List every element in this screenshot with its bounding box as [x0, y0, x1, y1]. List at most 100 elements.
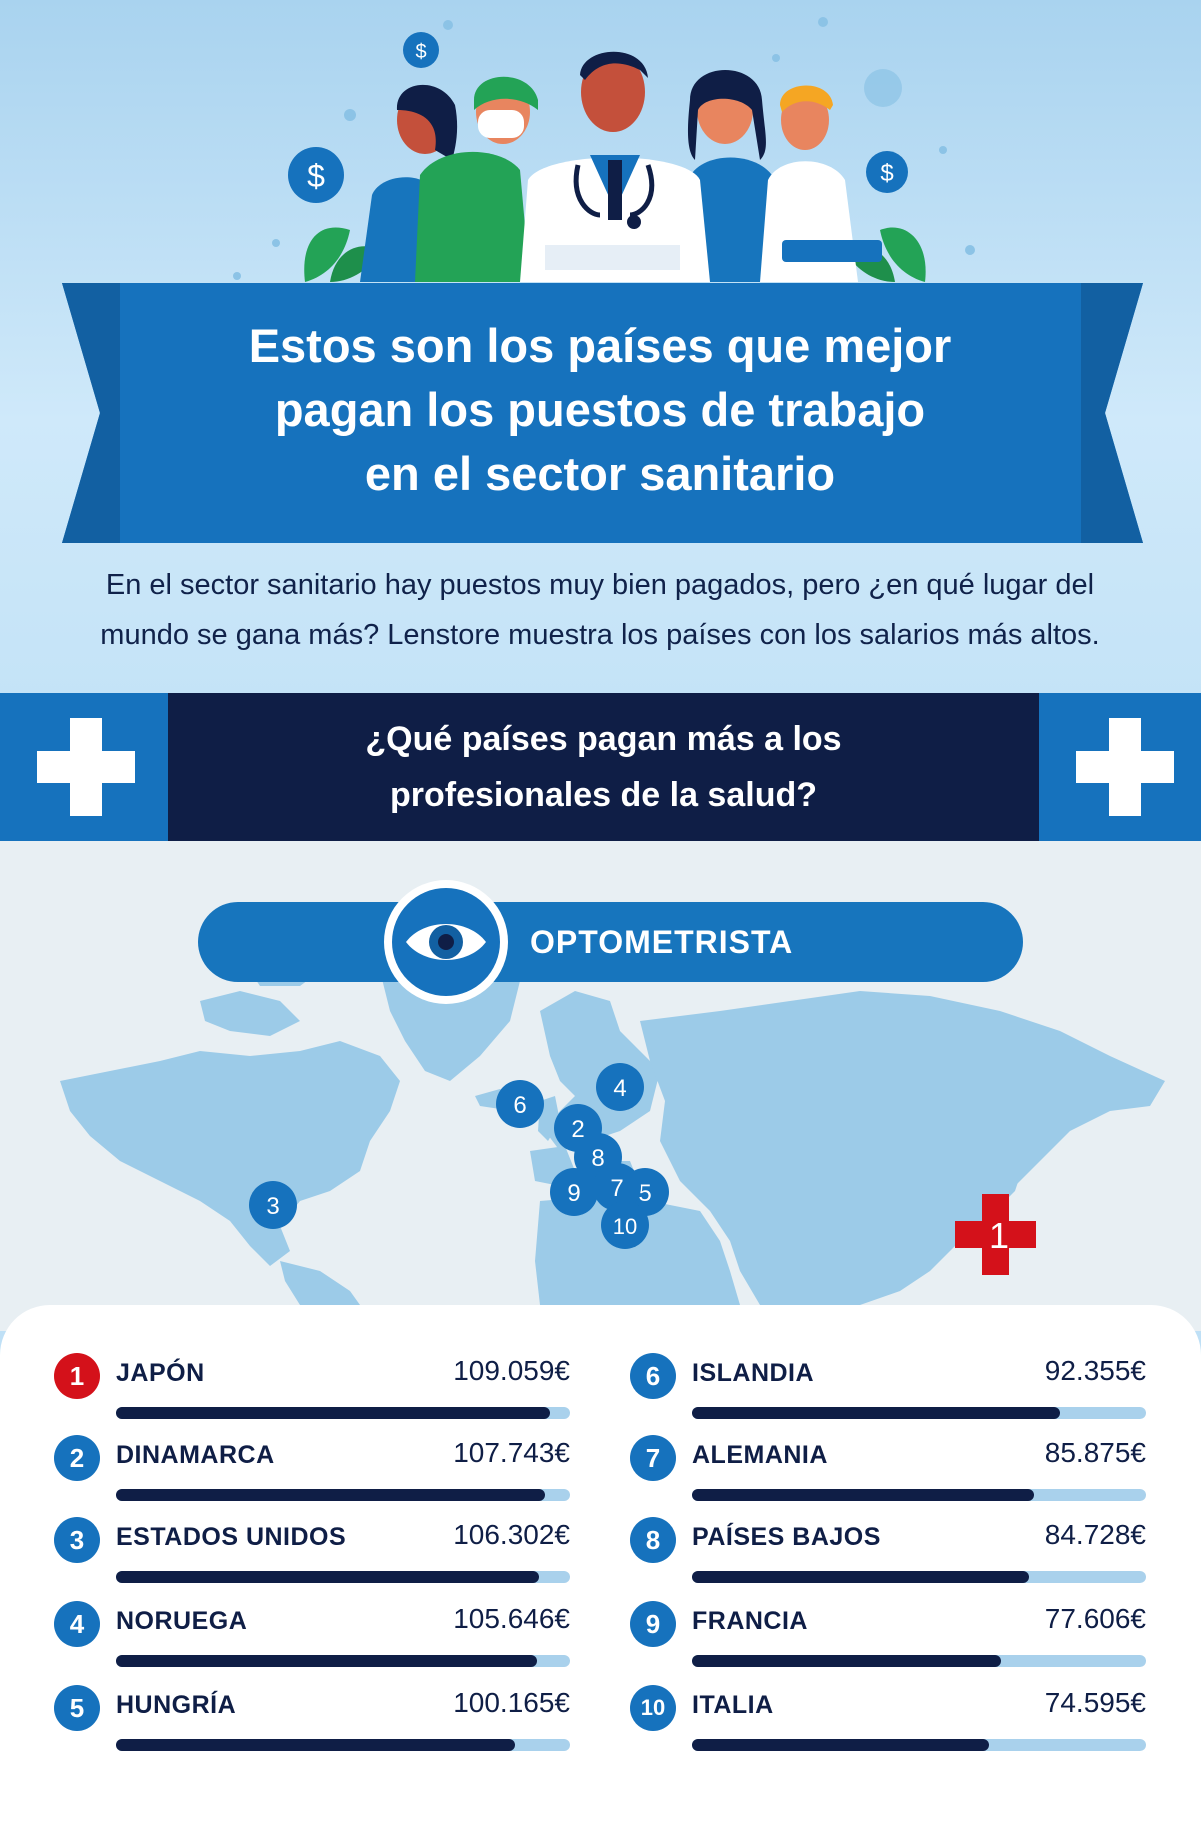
ranking-row: 9 FRANCIA 77.606€	[630, 1601, 1146, 1681]
question-heading: ¿Qué países pagan más a los profesionale…	[168, 693, 1039, 841]
svg-text:$: $	[415, 41, 426, 63]
dollar-coin-icon: $	[866, 151, 908, 193]
title-line: Estos son los países que mejor	[248, 319, 952, 372]
country-label: NORUEGA	[116, 1607, 248, 1635]
title-line: en el sector sanitario	[364, 447, 836, 500]
salary-bar	[692, 1655, 1001, 1667]
ranking-row: 2 DINAMARCA 107.743€	[54, 1435, 570, 1515]
salary-bar	[116, 1489, 545, 1501]
salary-bar	[116, 1407, 550, 1419]
salary-value: 74.595€	[1044, 1687, 1146, 1718]
salary-bar	[692, 1489, 1034, 1501]
svg-text:$: $	[880, 160, 893, 187]
ranking-row: 3 ESTADOS UNIDOS 106.302€	[54, 1517, 570, 1597]
salary-bar	[692, 1571, 1029, 1583]
svg-text:6: 6	[513, 1092, 526, 1119]
question-bar	[0, 693, 1201, 841]
healthcare-workers-illustration: $ $ $	[233, 17, 975, 282]
salary-bar-track	[116, 1739, 570, 1751]
category-label: OPTOMETRISTA	[530, 924, 794, 960]
ranking-row: 7 ALEMANIA 85.875€	[630, 1435, 1146, 1515]
ranking-row: 4 NORUEGA 105.646€	[54, 1601, 570, 1681]
country-label: ITALIA	[692, 1691, 774, 1719]
rank-badge: 8	[630, 1517, 676, 1563]
intro-text: En el sector sanitario hay puestos muy b…	[100, 569, 1100, 651]
salary-value: 85.875€	[1044, 1437, 1146, 1468]
question-side-left	[0, 693, 168, 841]
map-marker: 6	[496, 1080, 544, 1128]
eye-icon	[392, 888, 500, 996]
svg-text:3: 3	[266, 1193, 279, 1220]
svg-text:10: 10	[613, 1214, 637, 1239]
svg-text:5: 5	[638, 1180, 651, 1207]
salary-bar	[116, 1655, 537, 1667]
salary-bar-track	[692, 1571, 1146, 1583]
salary-value: 107.743€	[453, 1437, 570, 1468]
salary-bar	[116, 1571, 539, 1583]
map-marker: 10	[601, 1201, 649, 1249]
ranking-row: 5 HUNGRÍA 100.165€	[54, 1685, 570, 1765]
rank-badge: 9	[630, 1601, 676, 1647]
medical-cross-icon	[1076, 718, 1174, 816]
rank-badge: 7	[630, 1435, 676, 1481]
salary-bar-track	[692, 1407, 1146, 1419]
country-label: FRANCIA	[692, 1607, 808, 1635]
country-label: ALEMANIA	[692, 1441, 828, 1469]
country-label: JAPÓN	[116, 1359, 205, 1387]
salary-bar-track	[116, 1571, 570, 1583]
svg-text:1: 1	[989, 1215, 1009, 1256]
salary-value: 92.355€	[1044, 1355, 1146, 1386]
rank-badge: 4	[54, 1601, 100, 1647]
rank-badge: 2	[54, 1435, 100, 1481]
salary-value: 105.646€	[453, 1603, 570, 1634]
ranking-row: 10 ITALIA 74.595€	[630, 1685, 1146, 1765]
page-title: Estos son los países que mejor pagan los…	[150, 300, 1050, 520]
country-label: ISLANDIA	[692, 1359, 815, 1387]
salary-bar-track	[692, 1655, 1146, 1667]
svg-text:4: 4	[613, 1075, 626, 1102]
salary-bar-track	[692, 1739, 1146, 1751]
map-marker-first: 1	[955, 1194, 1036, 1275]
svg-text:7: 7	[610, 1175, 623, 1202]
salary-bar	[692, 1407, 1060, 1419]
rank-badge: 10	[630, 1685, 676, 1731]
title-line: pagan los puestos de trabajo	[274, 383, 926, 436]
world-map: 6 4 2 8 3 5 7 9	[60, 936, 1165, 1305]
svg-text:9: 9	[567, 1180, 580, 1207]
ranking-row: 1 JAPÓN 109.059€	[54, 1353, 570, 1433]
salary-value: 109.059€	[453, 1355, 570, 1386]
salary-bar-track	[116, 1489, 570, 1501]
svg-text:2: 2	[571, 1116, 584, 1143]
title-ribbon	[62, 283, 1143, 543]
map-marker: 9	[550, 1168, 598, 1216]
salary-bar-track	[692, 1489, 1146, 1501]
rank-badge: 5	[54, 1685, 100, 1731]
ranking-row: 8 PAÍSES BAJOS 84.728€	[630, 1517, 1146, 1597]
salary-bar-track	[116, 1407, 570, 1419]
map-marker: 3	[249, 1181, 297, 1229]
svg-text:8: 8	[591, 1145, 604, 1172]
salary-bar-track	[116, 1655, 570, 1667]
ranking-row: 6 ISLANDIA 92.355€	[630, 1353, 1146, 1433]
svg-text:$: $	[307, 158, 325, 194]
question-side-right	[1039, 693, 1201, 841]
salary-value: 77.606€	[1044, 1603, 1146, 1634]
dollar-coin-icon: $	[288, 147, 344, 203]
rank-badge: 6	[630, 1353, 676, 1399]
eye-badge	[384, 880, 508, 1004]
salary-value: 106.302€	[453, 1519, 570, 1550]
medical-cross-icon	[37, 718, 135, 816]
question-line: profesionales de la salud?	[389, 776, 817, 814]
salary-value: 84.728€	[1044, 1519, 1146, 1550]
category-pill	[198, 902, 1023, 982]
salary-bar	[116, 1739, 515, 1751]
question-line: ¿Qué países pagan más a los	[365, 720, 842, 758]
dollar-coin-icon: $	[403, 32, 439, 68]
country-label: PAÍSES BAJOS	[692, 1523, 881, 1551]
rank-badge: 1	[54, 1353, 100, 1399]
country-label: ESTADOS UNIDOS	[116, 1523, 347, 1551]
country-label: HUNGRÍA	[116, 1691, 237, 1719]
map-marker: 4	[596, 1063, 644, 1111]
rank-badge: 3	[54, 1517, 100, 1563]
